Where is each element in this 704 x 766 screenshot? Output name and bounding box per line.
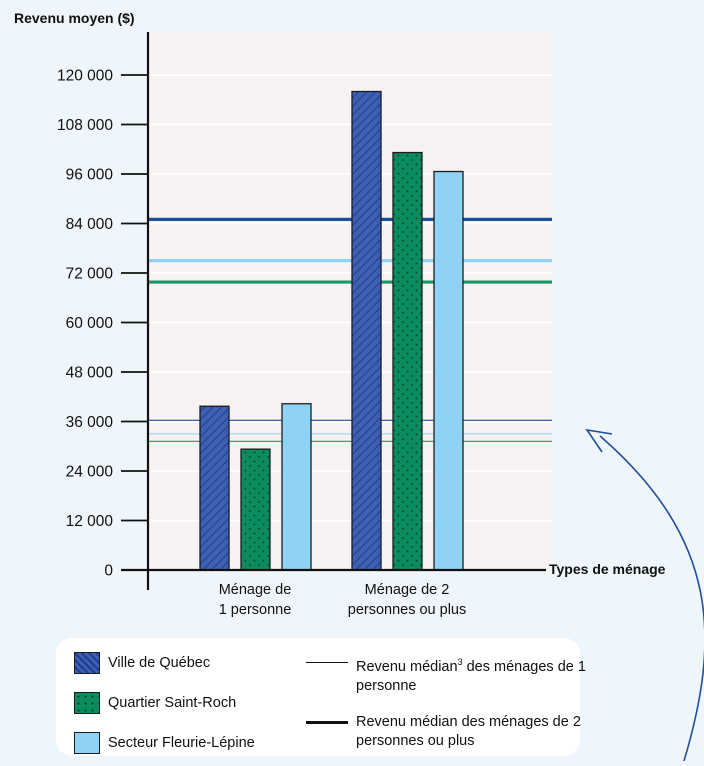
y-tick-label: 24 000 bbox=[66, 464, 114, 481]
legend-thick-line-sample bbox=[306, 721, 348, 724]
y-tick-label: 72 000 bbox=[66, 266, 114, 283]
y-tick-label: 0 bbox=[104, 563, 113, 580]
legend-thick-line-label: Revenu médian des ménages de 2 personnes… bbox=[356, 714, 581, 749]
y-tick-label: 120 000 bbox=[57, 68, 113, 85]
bar bbox=[433, 170, 464, 571]
y-axis-title: Revenu moyen ($) bbox=[14, 10, 135, 26]
curved-arrow bbox=[599, 435, 704, 762]
legend-thin-line-label-a: Revenu médian bbox=[356, 658, 458, 675]
legend: Ville de Québec Quartier Saint-Roch Sect… bbox=[56, 638, 586, 756]
y-tick-label: 36 000 bbox=[66, 414, 114, 431]
legend-thin-line-sample bbox=[306, 662, 348, 663]
legend-label: Quartier Saint-Roch bbox=[108, 695, 237, 711]
legend-swatch-solid bbox=[74, 732, 100, 754]
y-tick-label: 60 000 bbox=[66, 315, 114, 332]
legend-thin-line-label-b: des ménages de 1 personne bbox=[356, 658, 586, 694]
y-tick-label: 48 000 bbox=[66, 365, 114, 382]
x-category-label: personnes ou plus bbox=[348, 602, 467, 618]
y-tick-label: 108 000 bbox=[57, 117, 113, 134]
legend-label: Secteur Fleurie-Lépine bbox=[108, 735, 255, 751]
legend-item-thick-line: Revenu médian des ménages de 2 personnes… bbox=[306, 713, 581, 753]
y-tick-label: 84 000 bbox=[66, 216, 114, 233]
legend-item-quartier-saint-roch: Quartier Saint-Roch bbox=[74, 692, 236, 714]
x-category-label: Ménage de 2 bbox=[365, 582, 450, 598]
bar bbox=[392, 151, 423, 571]
x-category-label: 1 personne bbox=[219, 602, 292, 618]
legend-item-thin-line: Revenu médian3 des ménages de 1 personne bbox=[306, 653, 586, 694]
bar bbox=[351, 90, 382, 571]
bar bbox=[240, 448, 271, 571]
legend-swatch-dots bbox=[74, 692, 100, 714]
legend-label: Ville de Québec bbox=[108, 655, 211, 671]
x-axis-title: Types de ménage bbox=[549, 561, 666, 577]
legend-footnote-marker: 3 bbox=[457, 657, 463, 667]
y-tick-label: 96 000 bbox=[66, 167, 114, 184]
bars bbox=[199, 90, 464, 571]
x-category-label: Ménage de bbox=[219, 582, 292, 598]
legend-swatch-hatch bbox=[74, 652, 100, 674]
y-tick-label: 12 000 bbox=[66, 513, 114, 530]
axes: 0 12 000 24 000 36 000 48 000 60 000 72 000 84 … bbox=[57, 32, 546, 618]
curved-arrow-head bbox=[585, 428, 613, 453]
legend-item-secteur-fleurie-lepine: Secteur Fleurie-Lépine bbox=[74, 732, 255, 754]
legend-item-ville-de-quebec: Ville de Québec bbox=[74, 652, 210, 674]
bar bbox=[281, 403, 312, 571]
bar bbox=[199, 405, 230, 571]
